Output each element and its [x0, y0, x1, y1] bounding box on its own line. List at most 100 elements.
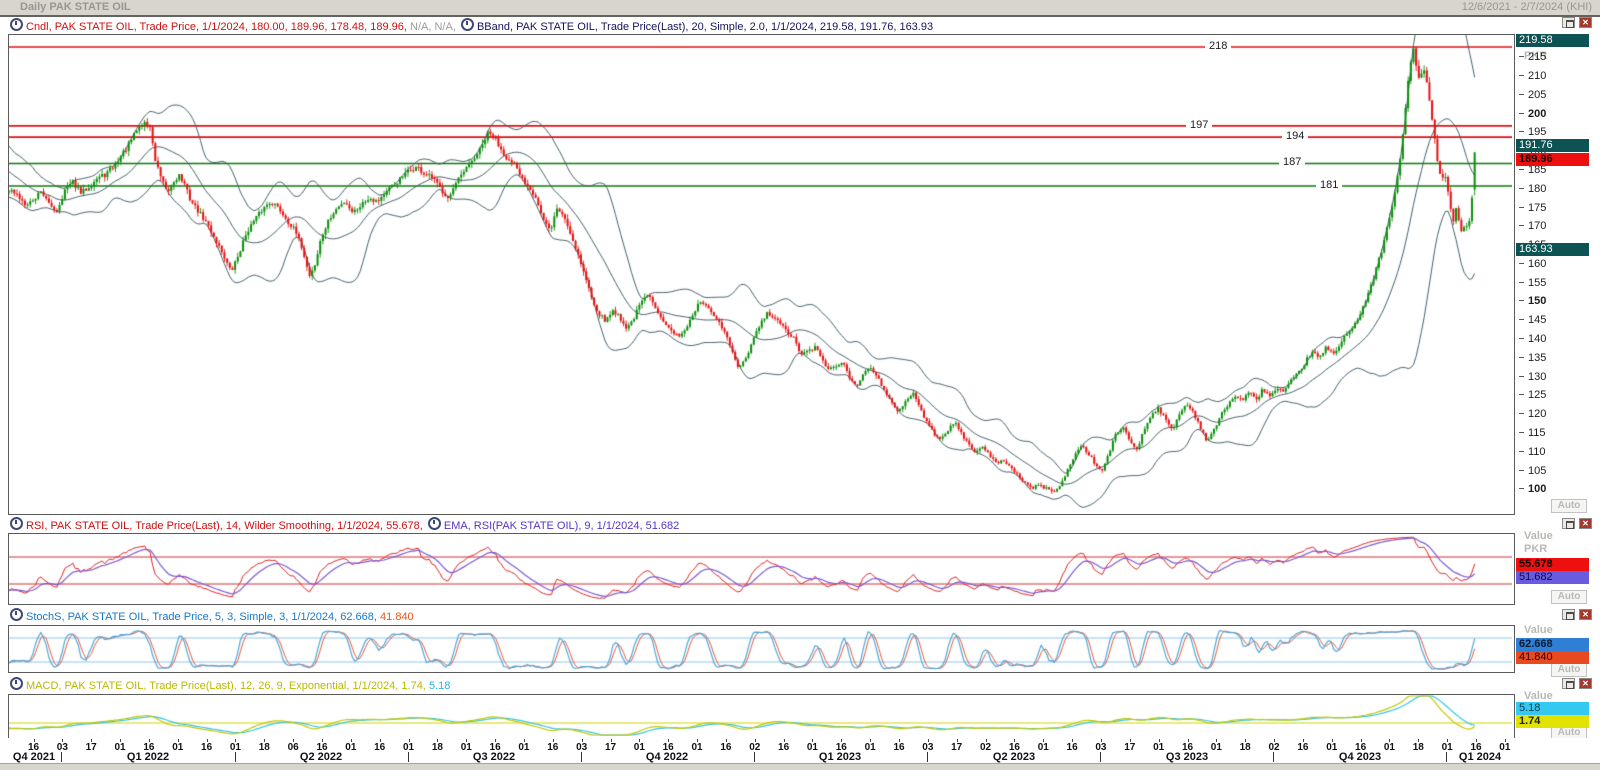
day-tick-mark [206, 739, 208, 742]
day-tick-label: 01 [691, 742, 703, 753]
day-tick-mark [841, 739, 843, 742]
quarter-label: Q1 2024 [1458, 751, 1502, 763]
day-tick-mark [1360, 739, 1362, 742]
support-resistance-label[interactable]: 181 [1316, 179, 1343, 191]
rsi-chart-canvas[interactable] [9, 534, 1512, 602]
rsi-ema-properties-icon[interactable] [427, 517, 441, 530]
close-panel-icon[interactable]: ✕ [1579, 609, 1592, 620]
main-chart-canvas[interactable] [9, 35, 1512, 512]
minimize-panel-icon[interactable] [1562, 17, 1575, 28]
day-tick-label: 18 [431, 742, 443, 753]
day-tick-mark [1302, 739, 1304, 742]
minimize-panel-icon[interactable] [1562, 518, 1575, 529]
day-tick-mark [1476, 739, 1477, 742]
quarter-separator [408, 752, 409, 762]
stoch-panel [8, 625, 1515, 673]
minimize-panel-icon[interactable] [1562, 609, 1575, 620]
candle-legend-text[interactable]: Cndl, PAK STATE OIL, Trade Price, 1/1/20… [26, 21, 407, 33]
day-tick-mark [552, 739, 554, 742]
rsi-axis-currency: PKR [1524, 543, 1548, 555]
stoch-legend-text[interactable]: StochS, PAK STATE OIL, Trade Price, 5, 3… [26, 611, 377, 623]
macd-properties-icon[interactable] [10, 677, 23, 690]
day-tick-mark [1129, 739, 1131, 742]
support-resistance-label[interactable]: 218 [1205, 40, 1232, 52]
day-tick-mark [177, 739, 179, 742]
day-tick-label: 03 [576, 742, 588, 753]
price-tick-label: 180 [1519, 183, 1546, 195]
day-tick-mark [1072, 739, 1074, 742]
day-tick-mark [956, 739, 958, 742]
day-tick-label: 16 [835, 742, 847, 753]
price-tick-label: 150 [1519, 295, 1546, 307]
macd-chart-canvas[interactable] [9, 695, 1512, 736]
rsi-value-badge: 51.682 [1516, 571, 1589, 584]
day-tick-label: 01 [172, 742, 184, 753]
rsi-panel-window-buttons: ✕ [1562, 518, 1594, 529]
candle-properties-icon[interactable] [10, 18, 23, 31]
price-tick-label: 170 [1519, 220, 1546, 232]
day-tick-mark [1245, 739, 1247, 742]
stoch-chart-canvas[interactable] [9, 626, 1512, 670]
bband-legend-text[interactable]: BBand, PAK STATE OIL, Trade Price(Last),… [476, 21, 934, 33]
quarter-label: Q3 2022 [472, 751, 516, 763]
macd-value-badge: 5.18 [1516, 702, 1589, 715]
day-tick-label: 01 [1326, 742, 1338, 753]
rsi-properties-icon[interactable] [10, 517, 23, 530]
close-panel-icon[interactable]: ✕ [1579, 17, 1592, 28]
day-tick-label: 17 [604, 742, 617, 753]
price-tick-label: 215 [1519, 51, 1546, 63]
day-tick-label: 01 [229, 742, 241, 753]
close-panel-icon[interactable]: ✕ [1579, 678, 1592, 689]
macd-legend[interactable]: MACD, PAK STATE OIL, Trade Price(Last), … [8, 677, 451, 692]
macd-legend-text[interactable]: MACD, PAK STATE OIL, Trade Price(Last), … [26, 680, 426, 692]
day-tick-label: 01 [1037, 742, 1049, 753]
day-tick-mark [33, 739, 35, 742]
stoch-axis-auto-button[interactable]: Auto [1551, 663, 1587, 677]
day-tick-mark [1331, 739, 1333, 742]
stoch-legend[interactable]: StochS, PAK STATE OIL, Trade Price, 5, 3… [8, 608, 414, 623]
day-tick-label: 16 [1355, 742, 1367, 753]
support-resistance-label[interactable]: 197 [1186, 118, 1213, 131]
main-axis-auto-button[interactable]: Auto [1551, 499, 1587, 513]
rsi-legend-text[interactable]: RSI, PAK STATE OIL, Trade Price(Last), 1… [26, 520, 423, 532]
bband-properties-icon[interactable] [460, 18, 474, 31]
rsi-legend[interactable]: RSI, PAK STATE OIL, Trade Price(Last), 1… [8, 517, 680, 532]
day-tick-label: 02 [979, 742, 992, 753]
day-tick-label: 16 [1181, 742, 1194, 753]
macd-value-badge: 1.74 [1516, 715, 1589, 728]
minimize-panel-icon[interactable] [1562, 678, 1575, 689]
day-tick-mark [466, 739, 468, 742]
day-tick-mark [985, 739, 987, 742]
day-tick-mark [754, 739, 756, 742]
price-tick-label: 200 [1519, 108, 1546, 120]
day-tick-label: 16 [662, 742, 674, 753]
day-tick-mark [350, 739, 352, 742]
price-tick-label: 105 [1519, 465, 1546, 477]
day-tick-label: 01 [1441, 742, 1453, 753]
day-tick-mark [1014, 739, 1016, 742]
stoch-properties-icon[interactable] [10, 608, 23, 621]
rsi-axis-auto-button[interactable]: Auto [1551, 590, 1587, 604]
price-tick-label: 100 [1519, 483, 1546, 495]
close-panel-icon[interactable]: ✕ [1579, 518, 1592, 529]
macd-panel-window-buttons: ✕ [1562, 678, 1594, 689]
day-tick-mark [639, 739, 641, 742]
main-chart-legend[interactable]: Cndl, PAK STATE OIL, Trade Price, 1/1/20… [8, 18, 934, 33]
day-tick-mark [1100, 739, 1102, 742]
support-resistance-label[interactable]: 187 [1279, 156, 1306, 169]
day-tick-label: 16 [1297, 742, 1309, 753]
rsi-ema-legend-text[interactable]: EMA, RSI(PAK STATE OIL), 9, 1/1/2024, 51… [443, 520, 680, 532]
day-tick-label: 16 [1470, 742, 1482, 753]
day-tick-label: 16 [143, 742, 155, 753]
day-tick-mark [870, 739, 872, 742]
day-tick-mark [379, 739, 381, 742]
day-tick-label: 16 [201, 742, 213, 753]
stoch-axis-value-label: Value [1524, 624, 1553, 636]
support-resistance-label[interactable]: 194 [1282, 130, 1309, 143]
day-tick-mark [293, 739, 295, 742]
price-tick-label: 210 [1519, 70, 1546, 82]
stoch-panel-window-buttons: ✕ [1562, 609, 1594, 620]
page-title: Daily PAK STATE OIL [20, 1, 131, 13]
stoch-value-badge: 62.668 [1516, 638, 1589, 651]
day-tick-label: 01 [114, 742, 126, 753]
